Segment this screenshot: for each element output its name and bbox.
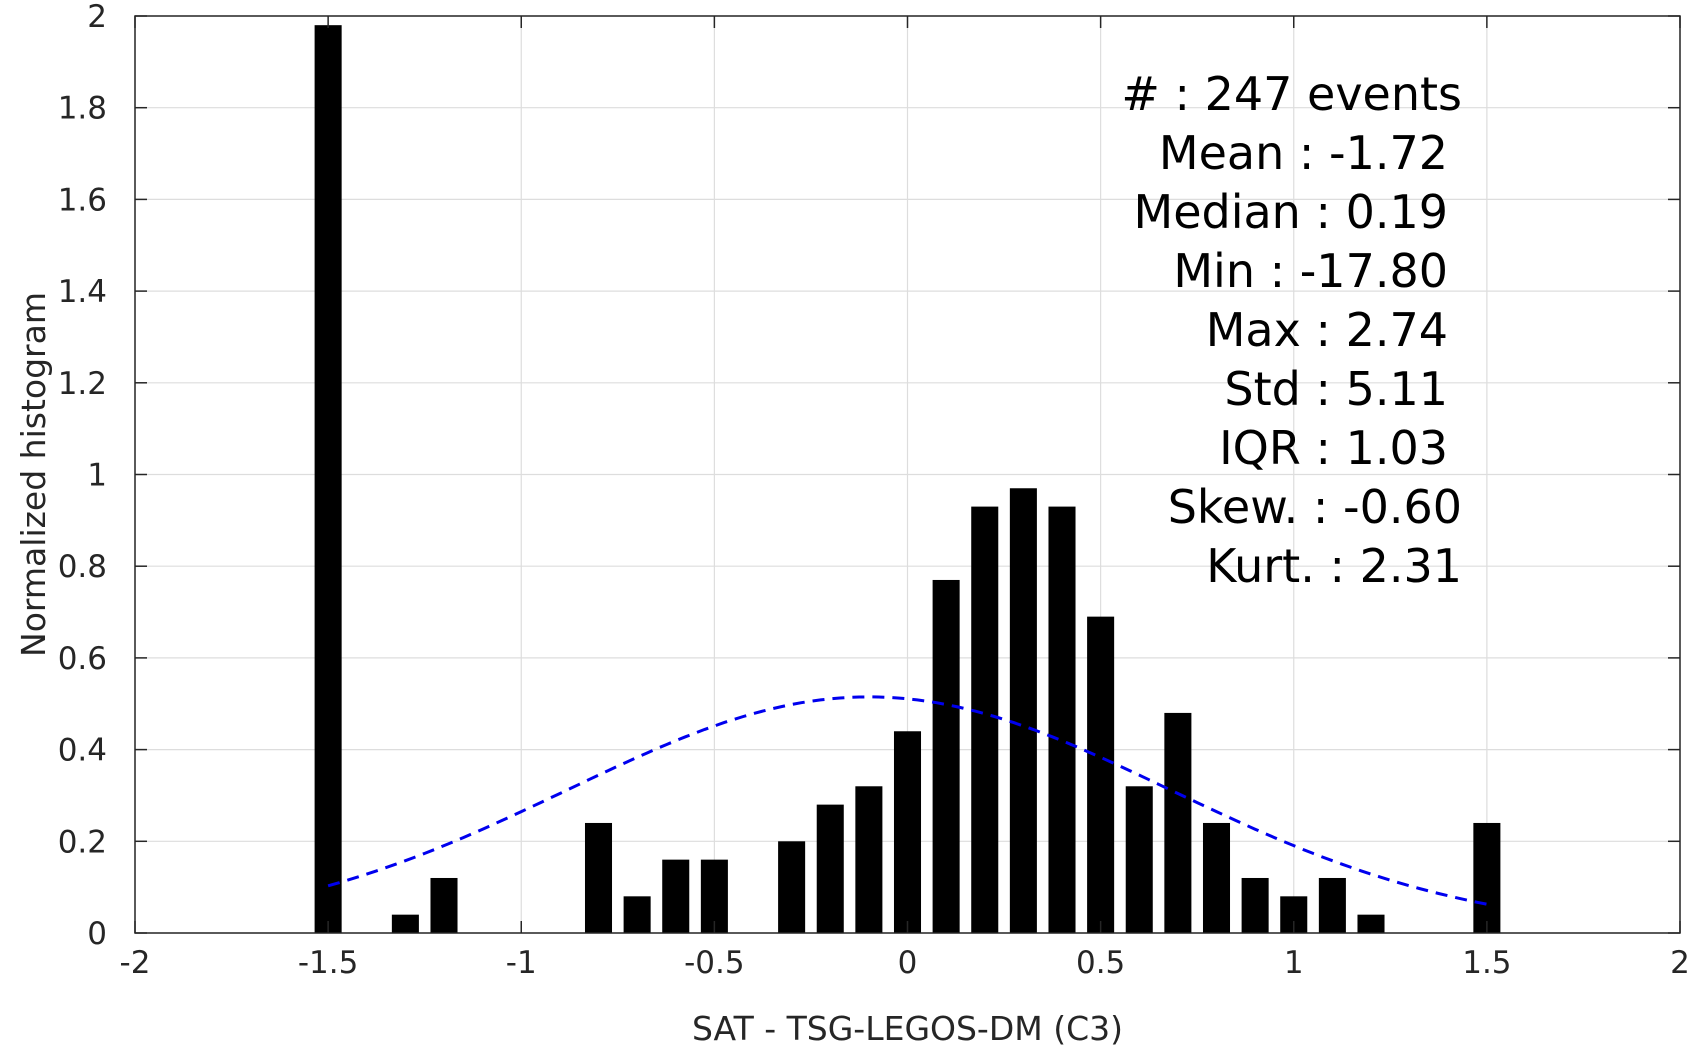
- y-tick-label-5: 1: [87, 458, 107, 494]
- x-axis-label: SAT - TSG-LEGOS-DM (C3): [692, 1009, 1123, 1048]
- stats-mean: Mean : -1.72: [1159, 126, 1448, 180]
- x-tick-label-7: 1.5: [1462, 945, 1511, 981]
- y-tick-label-6: 1.2: [58, 366, 107, 402]
- y-tick-label-2: 0.4: [58, 733, 107, 769]
- bar-1: [391, 914, 419, 933]
- bar-3: [584, 822, 613, 933]
- x-tick-label-0: -2: [120, 945, 151, 981]
- stats-max: Max : 2.74: [1206, 303, 1448, 357]
- bar-15: [1087, 616, 1115, 933]
- stats-annotation: # : 247 events Mean : -1.72 Median : 0.1…: [1121, 67, 1462, 593]
- bar-18: [1202, 822, 1231, 933]
- bar-17: [1164, 712, 1192, 933]
- bar-11: [932, 579, 960, 933]
- x-tick-labels: -2 -1.5 -1 -0.5 0 0.5 1 1.5 2: [120, 945, 1690, 981]
- y-tick-label-3: 0.6: [58, 641, 107, 677]
- stats-median: Median : 0.19: [1134, 185, 1448, 239]
- axis-ticks: [134, 15, 1681, 934]
- stats-min: Min : -17.80: [1173, 244, 1448, 298]
- bar-13: [1009, 488, 1037, 933]
- bar-5: [662, 859, 690, 933]
- y-tick-label-9: 1.8: [58, 91, 107, 127]
- stats-skew: Skew. : -0.60: [1168, 480, 1462, 534]
- y-tick-label-1: 0.2: [58, 824, 107, 860]
- bar-6: [700, 859, 728, 933]
- bar-4: [623, 896, 651, 933]
- x-tick-label-6: 1: [1284, 945, 1304, 981]
- bar-0: [314, 25, 342, 934]
- histogram-bars: [314, 25, 1501, 934]
- stats-iqr: IQR : 1.03: [1219, 421, 1448, 475]
- y-tick-label-10: 2: [87, 0, 107, 35]
- bar-19: [1241, 877, 1269, 933]
- x-tick-label-3: -0.5: [684, 945, 745, 981]
- bar-12: [971, 506, 999, 933]
- y-axis-label: Normalized histogram: [14, 292, 53, 657]
- bar-14: [1048, 506, 1076, 933]
- stats-kurt: Kurt. : 2.31: [1206, 539, 1462, 593]
- x-tick-label-1: -1.5: [298, 945, 359, 981]
- y-tick-label-7: 1.4: [58, 274, 107, 310]
- bar-23: [1473, 822, 1501, 933]
- bar-22: [1357, 914, 1385, 933]
- bar-9: [855, 786, 883, 933]
- stats-events: # : 247 events: [1121, 67, 1462, 121]
- y-tick-labels: 0 0.2 0.4 0.6 0.8 1 1.2 1.4 1.6 1.8 2: [58, 0, 107, 952]
- y-tick-label-4: 0.8: [58, 549, 107, 585]
- x-tick-label-5: 0.5: [1076, 945, 1125, 981]
- x-tick-label-4: 0: [898, 945, 918, 981]
- bar-8: [816, 804, 844, 933]
- bar-21: [1318, 877, 1346, 933]
- x-tick-label-8: 2: [1670, 945, 1690, 981]
- x-tick-label-2: -1: [506, 945, 537, 981]
- bar-2: [430, 877, 458, 933]
- gaussian-fit-curve: [327, 695, 1488, 906]
- bar-10: [893, 731, 922, 933]
- bar-16: [1125, 786, 1153, 933]
- y-tick-label-8: 1.6: [58, 182, 107, 218]
- stats-std: Std : 5.11: [1224, 362, 1448, 416]
- bar-7: [778, 841, 806, 933]
- y-tick-label-0: 0: [87, 916, 107, 952]
